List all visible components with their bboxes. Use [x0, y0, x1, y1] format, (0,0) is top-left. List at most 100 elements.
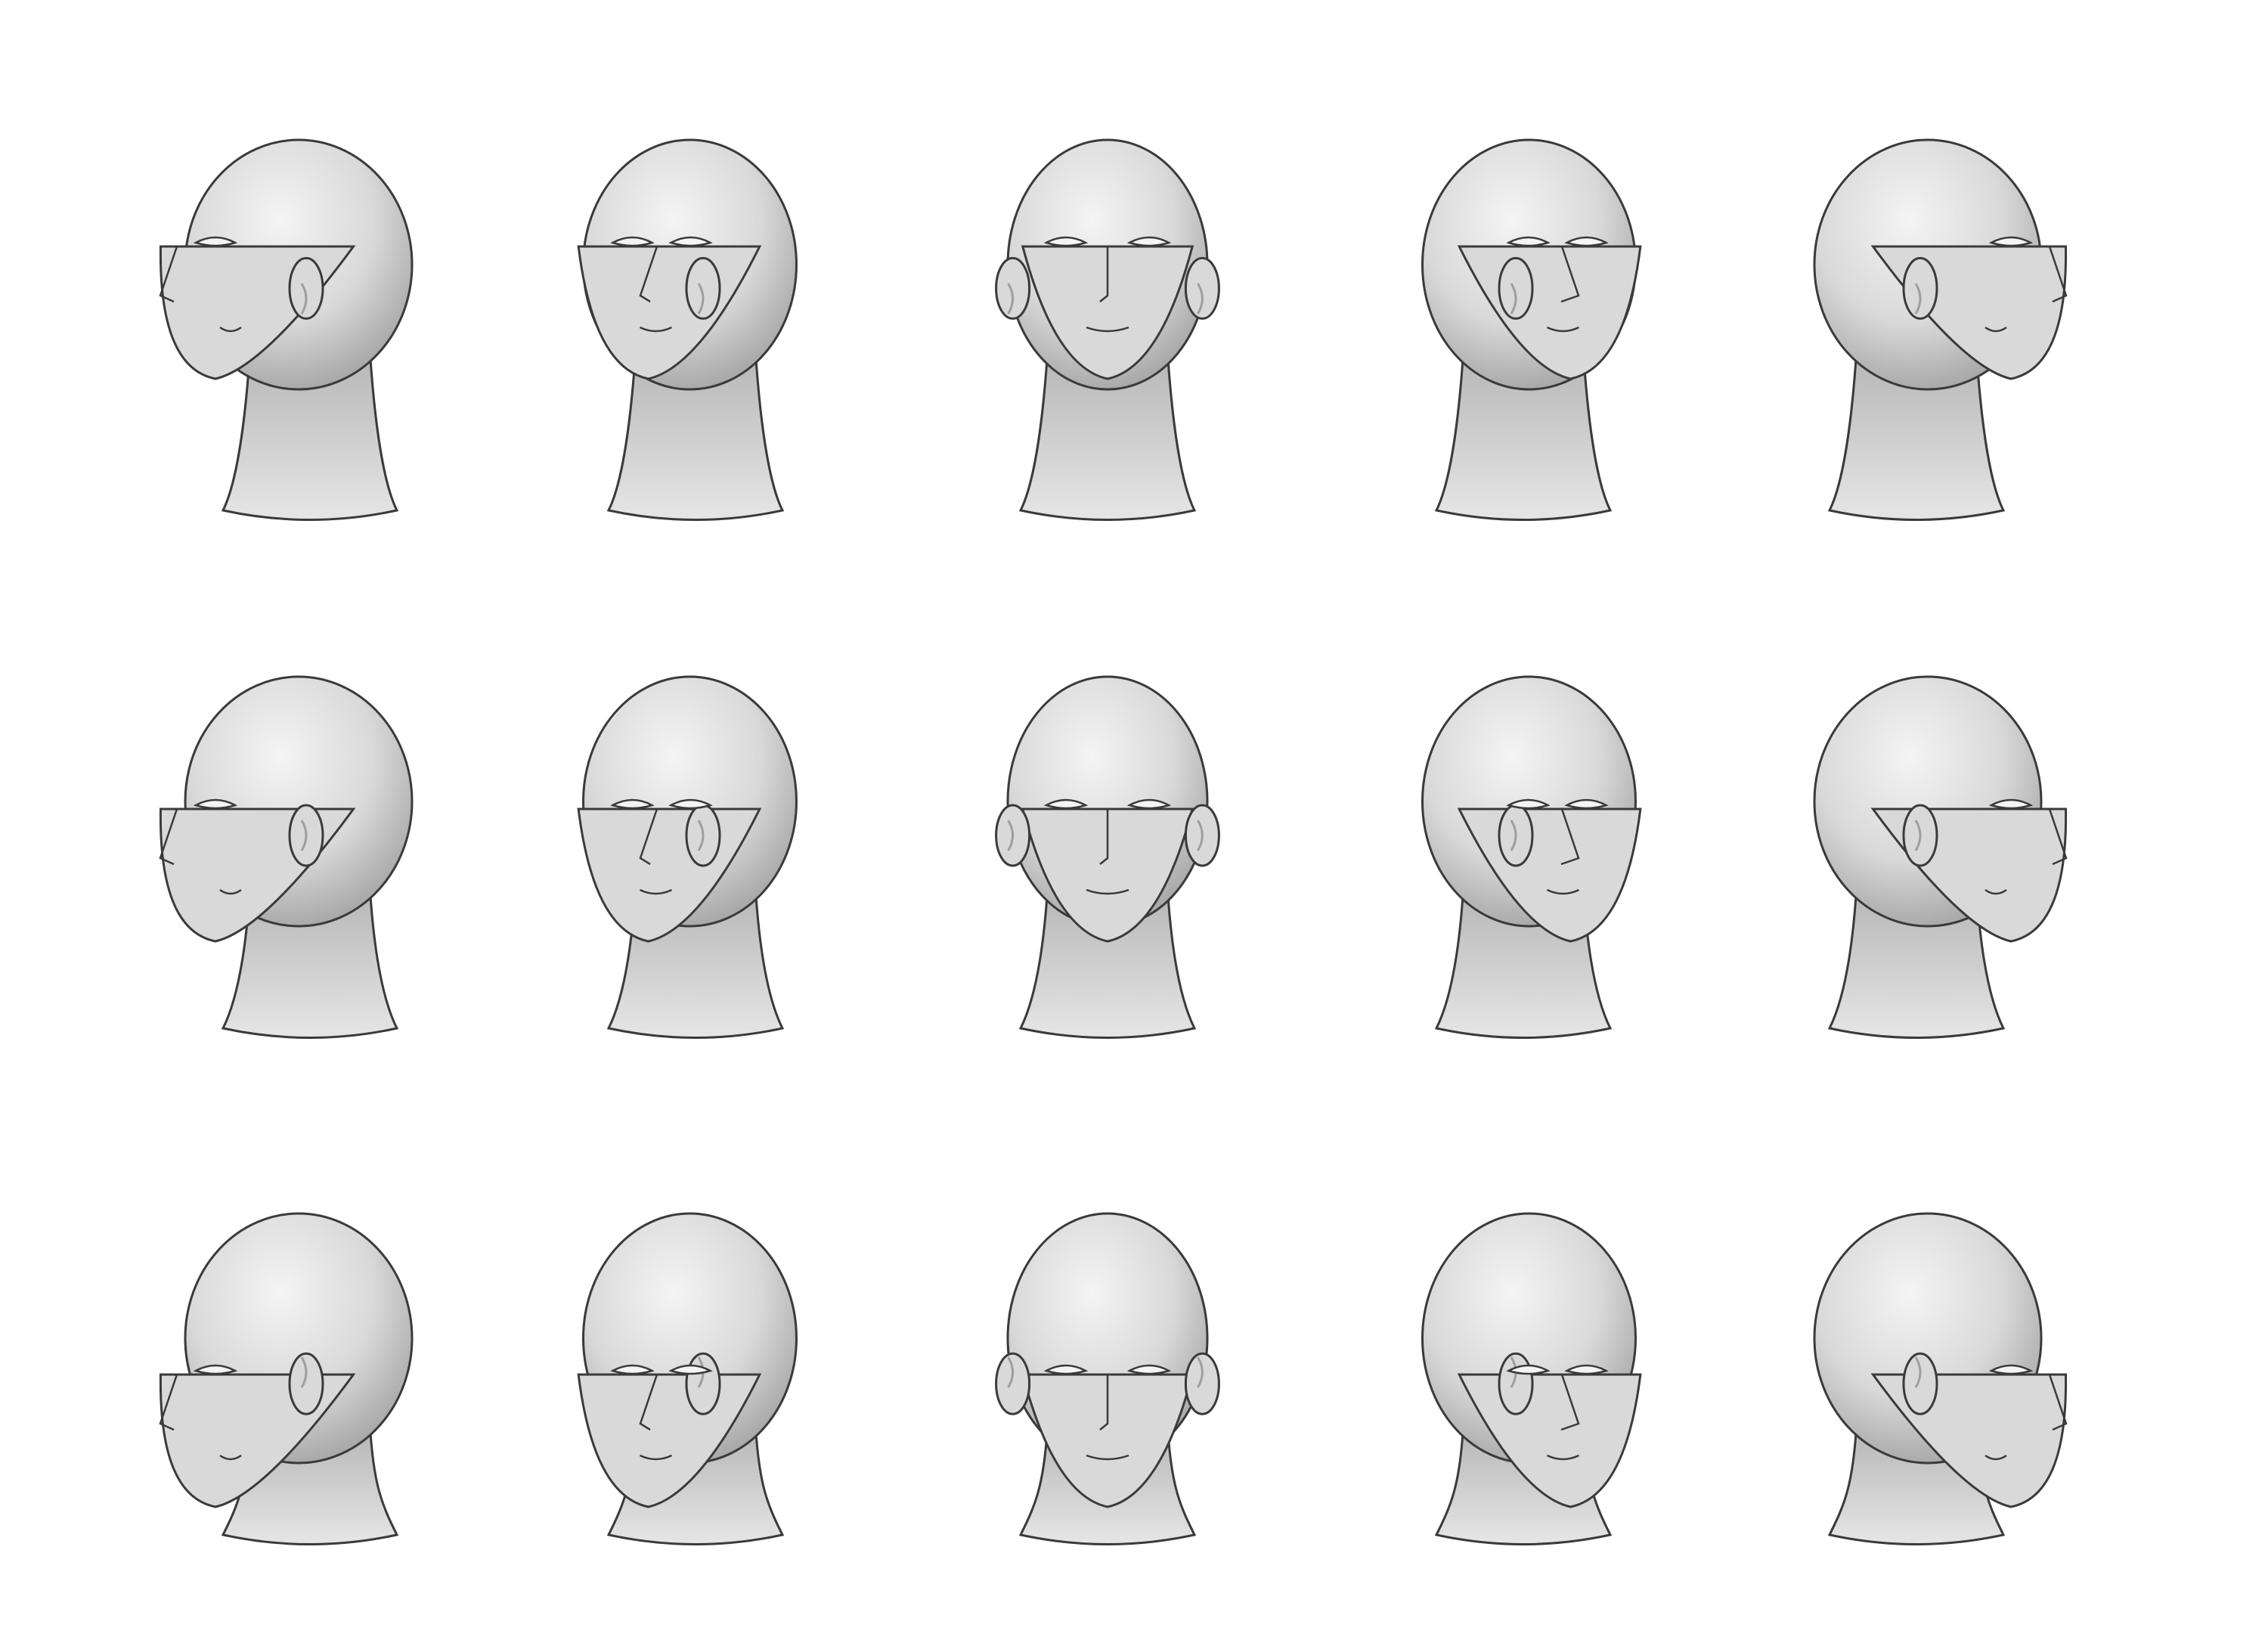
eye	[668, 1364, 713, 1375]
head-figure	[577, 138, 798, 521]
ear	[995, 1352, 1031, 1415]
head-figure	[577, 675, 798, 1039]
mouth	[1086, 1454, 1129, 1461]
nose	[1560, 1374, 1580, 1431]
ear	[1498, 1352, 1534, 1415]
ear	[1902, 256, 1938, 320]
eye	[1988, 236, 2034, 247]
eye	[1564, 1364, 1609, 1375]
neck	[221, 358, 399, 521]
nose	[2048, 808, 2068, 866]
eye	[610, 1364, 655, 1375]
ear	[288, 256, 324, 320]
nose	[639, 246, 658, 303]
jaw	[1021, 245, 1194, 380]
mouth	[1984, 888, 2007, 895]
nose	[2048, 1374, 2068, 1431]
ear-inner	[300, 820, 308, 851]
mouth	[639, 888, 673, 895]
eye	[1126, 798, 1172, 810]
eye	[668, 236, 713, 247]
head-figure	[1813, 675, 2068, 1039]
eye	[1126, 1364, 1172, 1375]
mouth	[1984, 1454, 2007, 1461]
ear	[288, 1352, 324, 1415]
mouth	[1546, 888, 1580, 895]
eye	[1043, 1364, 1089, 1375]
mouth	[1086, 888, 1129, 895]
nose	[1099, 1375, 1109, 1430]
ear-inner	[1197, 820, 1204, 851]
eye	[1043, 798, 1089, 810]
neck	[1018, 358, 1197, 521]
eye	[668, 798, 713, 810]
ear-inner	[1007, 1356, 1015, 1388]
eye	[193, 1364, 238, 1375]
ear-inner	[300, 283, 308, 315]
neck	[1827, 358, 2006, 521]
mouth	[1546, 1454, 1580, 1461]
head-figure	[577, 1212, 798, 1545]
mouth	[219, 1454, 242, 1461]
nose	[1560, 246, 1580, 303]
mouth	[639, 1454, 673, 1461]
nose	[1560, 808, 1580, 866]
ear-inner	[1510, 820, 1517, 851]
ear-inner	[697, 820, 705, 851]
head-figure	[159, 675, 414, 1039]
ear	[995, 256, 1031, 320]
ear-inner	[1914, 820, 1922, 851]
ear	[685, 1352, 721, 1415]
ear	[685, 256, 721, 320]
eye	[1988, 1364, 2034, 1375]
mouth	[219, 326, 242, 333]
ear-inner	[300, 1356, 308, 1388]
jaw	[1021, 807, 1194, 943]
ear-inner	[1510, 283, 1517, 315]
neck	[221, 894, 399, 1039]
head-figure	[995, 138, 1220, 521]
nose	[159, 1374, 178, 1431]
ear	[1498, 256, 1534, 320]
head-figure	[1421, 138, 1642, 521]
eye	[1988, 798, 2034, 810]
eye	[1126, 236, 1172, 247]
eye	[1564, 798, 1609, 810]
eye	[193, 236, 238, 247]
eye	[1043, 236, 1089, 247]
nose	[2048, 246, 2068, 303]
neck	[1827, 894, 2006, 1039]
eye	[1506, 1364, 1551, 1375]
head-figure	[159, 1212, 414, 1545]
head-figure	[1813, 1212, 2068, 1545]
mouth	[1086, 326, 1129, 333]
ear-inner	[1914, 283, 1922, 315]
ear	[1902, 1352, 1938, 1415]
ear	[1184, 256, 1220, 320]
nose	[1099, 246, 1109, 302]
neck	[1018, 894, 1197, 1039]
nose	[639, 808, 658, 866]
eye	[1506, 798, 1551, 810]
jaw	[1021, 1373, 1194, 1508]
mouth	[1984, 326, 2007, 333]
ear-inner	[697, 283, 705, 315]
eye	[610, 236, 655, 247]
ear	[1184, 1352, 1220, 1415]
mouth	[639, 326, 673, 333]
mouth	[219, 888, 242, 895]
eye	[1564, 236, 1609, 247]
head-figure	[1421, 1212, 1642, 1545]
eye	[1506, 236, 1551, 247]
neck	[606, 358, 785, 521]
ear-inner	[1007, 820, 1015, 851]
head-figure	[1813, 138, 2068, 521]
head-figure	[159, 138, 414, 521]
head-figure	[1421, 675, 1642, 1039]
ear-inner	[1914, 1356, 1922, 1388]
head-figure	[995, 675, 1220, 1039]
nose	[159, 246, 178, 303]
head-figure	[995, 1212, 1220, 1545]
mouth	[1546, 326, 1580, 333]
